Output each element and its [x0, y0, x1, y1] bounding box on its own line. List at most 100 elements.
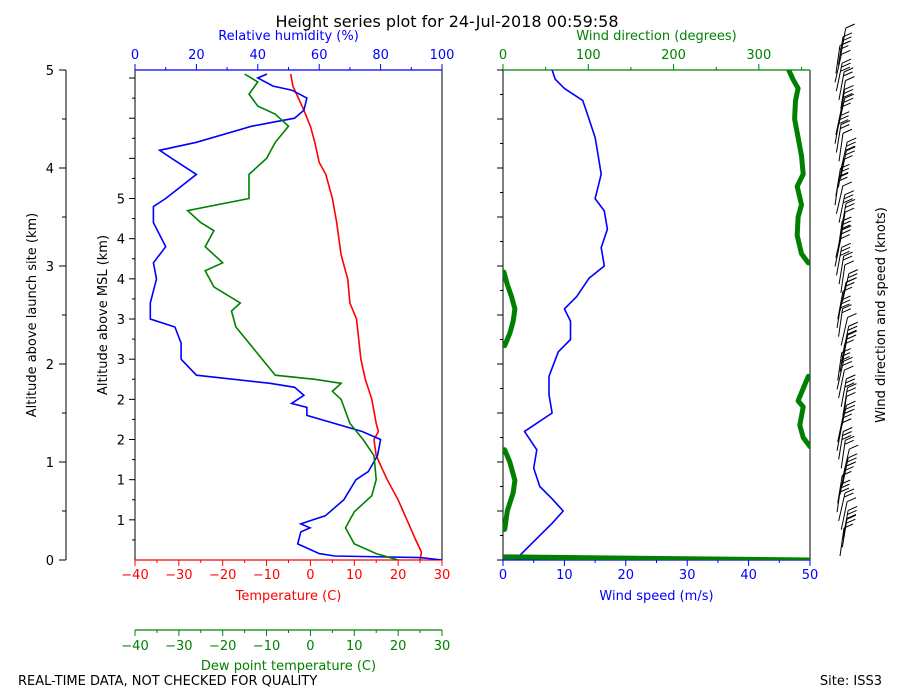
humidity-tick-label: 40: [250, 48, 267, 63]
wind-speed-tick-label: 0: [499, 568, 507, 583]
wind-barb-flag: [840, 246, 851, 252]
humidity-tick-label: 20: [188, 48, 205, 63]
msl-tick-label: 2: [117, 393, 125, 408]
wind-barb-flag: [841, 308, 852, 314]
outer-altitude-tick-label: 3: [46, 260, 54, 275]
wind-barb-staff: [840, 440, 846, 469]
dewpoint-tick-label: −10: [253, 639, 280, 654]
wind-barb-flag: [846, 400, 856, 406]
wind-barb-flag: [840, 299, 851, 305]
outer-altitude-tick-label: 1: [46, 456, 54, 471]
humidity-tick-label: 0: [131, 48, 139, 63]
wind-speed-tick-label: 40: [740, 568, 757, 583]
wind-barb-flag: [840, 120, 851, 125]
msl-axis-label: Altitude above MSL (km): [96, 235, 111, 395]
wind-barb-flag: [848, 273, 858, 279]
wind-barb-flag: [844, 382, 855, 388]
wind-speed-tick-label: 20: [618, 568, 635, 583]
wind-barb-flag: [841, 62, 851, 68]
wind_direction_low-line: [503, 554, 810, 560]
wind-barb-staff: [838, 492, 846, 522]
wind-barb-staff: [840, 80, 846, 109]
wind-barb-staff: [839, 282, 847, 311]
wind-barb-flag: [847, 505, 858, 511]
wind-barb-flag: [845, 198, 856, 204]
wind-barb-staff: [841, 334, 849, 364]
wind-speed-tick-label: 30: [679, 568, 696, 583]
wind-barb-flag: [846, 141, 856, 147]
wind-barb-flag: [847, 330, 857, 336]
wind-barb-staff: [834, 54, 842, 83]
dewpoint-line: [185, 73, 399, 560]
wind-barb-flag: [843, 71, 853, 77]
wind_direction_a-line: [503, 447, 518, 532]
wind-barb-flag: [841, 242, 851, 248]
wind-barb-staff: [841, 519, 848, 548]
plot-title: Height series plot for 24-Jul-2018 00:59…: [275, 12, 619, 31]
wind-barb-flag: [844, 207, 855, 213]
wind-barb-flag: [844, 194, 854, 200]
wind-barb-flag: [847, 325, 858, 331]
wind-barb-staff: [840, 203, 847, 232]
wind-barb-staff: [840, 378, 847, 407]
wind-barb-flag: [847, 509, 857, 515]
msl-tick-label: 4: [117, 233, 125, 248]
wind-barb-flag: [844, 93, 854, 99]
wind-barb-flag: [842, 181, 853, 187]
wind-barb-flag: [847, 329, 857, 335]
site-label: Site: ISS3: [819, 674, 882, 689]
wind-barb-flag: [845, 435, 855, 441]
wind-barb-staff: [838, 194, 846, 223]
wind-barb-flag: [846, 497, 857, 503]
dewpoint-axis-label: Dew point temperature (C): [201, 659, 376, 674]
temperature-tick-label: 10: [346, 568, 363, 583]
wind_direction_d-line: [786, 70, 810, 266]
wind-barb-flag: [844, 190, 855, 196]
wind-barb-flag: [844, 492, 854, 498]
humidity-tick-label: 80: [372, 48, 389, 63]
wind-direction-axis-label: Wind direction (degrees): [576, 29, 736, 44]
wind-barb-flag: [844, 488, 855, 494]
wind-barb-flag: [845, 281, 855, 287]
temperature-tick-label: −20: [209, 568, 236, 583]
wind-barb-flag: [847, 277, 857, 283]
wind-barb-flag: [842, 413, 853, 419]
msl-tick-label: 5: [117, 193, 125, 208]
wind-barb-flag: [840, 483, 850, 489]
wind-barb-flag: [846, 514, 857, 520]
wind-barb-flag: [843, 88, 854, 94]
dewpoint-tick-label: 20: [390, 639, 407, 654]
msl-tick-label: 2: [117, 434, 125, 449]
wind-barb-flag: [844, 260, 855, 266]
wind-barb-flag: [843, 92, 853, 98]
wind-barb-flag: [842, 431, 852, 436]
wind-barb-staff: [841, 457, 849, 486]
wind-barb-flag: [840, 250, 850, 256]
wind-barb-staff: [835, 45, 841, 74]
wind-barb-flag: [845, 202, 855, 208]
wind-barb-flag: [843, 251, 853, 257]
msl-tick-label: 1: [117, 474, 125, 489]
dewpoint-tick-label: −30: [165, 639, 192, 654]
wind-barb-flag: [845, 404, 856, 410]
wind-barb-staff: [836, 247, 843, 276]
wind-barb-flag: [843, 356, 853, 362]
wind-barb-staff: [838, 71, 845, 100]
temperature-tick-label: 30: [434, 568, 451, 583]
wind-barb-flag: [846, 146, 856, 152]
wind-direction-tick-label: 200: [661, 48, 686, 63]
wind-barb-flag: [841, 40, 852, 46]
wind-barb-flag: [848, 321, 858, 327]
wind-barb-flag: [849, 444, 859, 450]
wind-barb-staff: [837, 475, 843, 504]
wind-barb-staff: [838, 133, 844, 162]
wind-barb-staff: [842, 326, 850, 355]
wind-barb-staff: [842, 510, 849, 539]
wind-speed-axis-label: Wind speed (m/s): [599, 589, 713, 604]
wind-barb-flag: [847, 137, 857, 143]
wind-direction-tick-label: 0: [499, 48, 507, 63]
wind-direction-tick-label: 100: [576, 48, 601, 63]
temperature-tick-label: −10: [253, 568, 280, 583]
wind-barb-flag: [842, 225, 852, 231]
